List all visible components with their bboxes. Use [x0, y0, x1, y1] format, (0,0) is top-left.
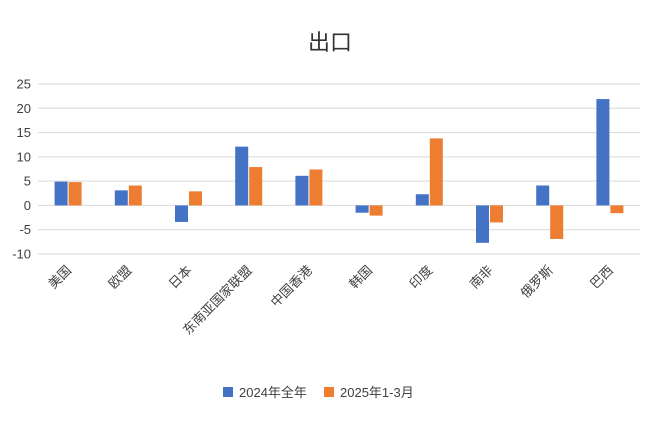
bar-2024-9: [596, 99, 610, 206]
gridlines: [38, 83, 640, 255]
bars: [54, 99, 624, 243]
legend-label: 2024年全年: [239, 385, 307, 400]
bar-2025q1-3: [249, 167, 263, 206]
category-label: 俄罗斯: [518, 263, 556, 301]
bar-2024-2: [175, 205, 188, 222]
bar-2024-1: [114, 190, 128, 206]
bar-2024-0: [54, 181, 68, 206]
bar-2025q1-5: [369, 205, 383, 216]
legend-swatch: [223, 387, 233, 397]
bar-2024-6: [415, 194, 429, 206]
bar-2025q1-0: [68, 182, 82, 206]
bar-2024-4: [295, 175, 309, 206]
category-label: 印度: [406, 263, 436, 293]
y-tick-label: 10: [17, 149, 31, 164]
y-tick-label: 5: [24, 174, 31, 189]
y-tick-label: 0: [24, 198, 31, 213]
y-tick-label: 25: [17, 77, 31, 92]
y-tick-label: 15: [17, 125, 31, 140]
bar-2025q1-8: [550, 205, 564, 239]
y-axis-ticks: -10 -5 0 5 10 15 20 25: [12, 77, 31, 262]
category-label: 巴西: [588, 263, 617, 292]
bar-2024-5: [355, 205, 369, 213]
y-tick-label: -10: [12, 247, 31, 262]
legend-swatch: [324, 387, 334, 397]
bar-2025q1-2: [189, 191, 202, 206]
category-label: 美国: [46, 263, 75, 292]
category-label: 欧盟: [106, 263, 135, 292]
chart-title: 出口: [308, 31, 352, 56]
bar-2025q1-4: [309, 169, 323, 206]
bar-2025q1-7: [490, 205, 503, 223]
bar-2024-3: [235, 146, 249, 206]
bar-2024-7: [476, 205, 489, 243]
category-label: 中国香港: [268, 263, 315, 310]
category-label: 南非: [467, 263, 497, 293]
category-label: 日本: [166, 263, 195, 292]
y-tick-label: -5: [19, 222, 31, 237]
bar-2025q1-9: [610, 205, 624, 214]
category-label: 韩国: [347, 263, 376, 292]
bar-2024-8: [536, 185, 550, 206]
bar-2025q1-1: [128, 185, 142, 206]
y-tick-label: 20: [17, 101, 31, 116]
legend-label: 2025年1-3月: [340, 385, 414, 400]
bar-2025q1-6: [429, 138, 443, 206]
legend: 2024年全年 2025年1-3月: [223, 385, 414, 400]
